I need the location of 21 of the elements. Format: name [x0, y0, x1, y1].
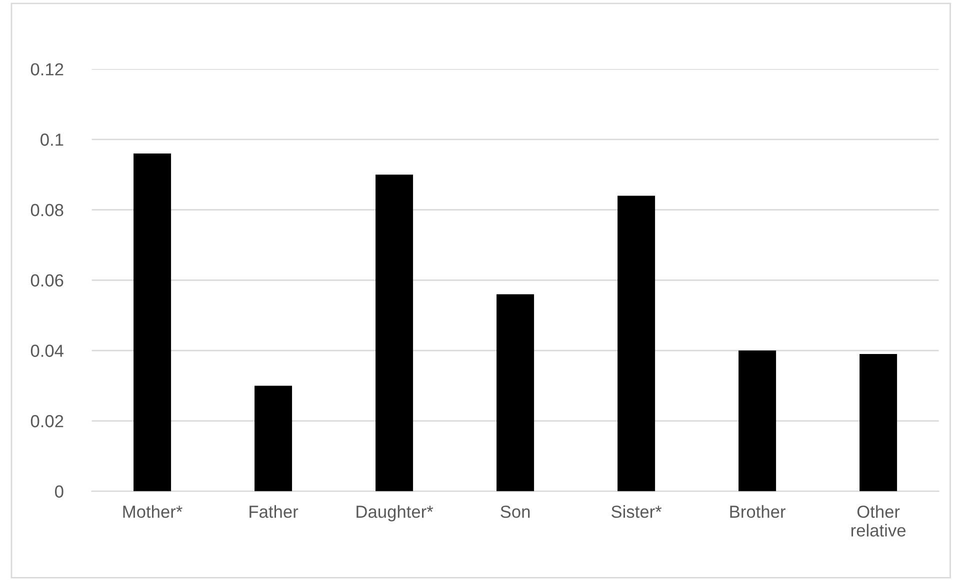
y-tick-label: 0.08: [30, 204, 64, 216]
y-tick-label: 0.06: [30, 274, 64, 287]
x-tick-label: Sister*: [612, 505, 662, 518]
y-tick-label: 0.1: [40, 134, 64, 146]
y-tick-label: 0.02: [30, 415, 64, 428]
bar: [134, 153, 172, 492]
bar: [860, 354, 898, 492]
y-tick-label: 0: [55, 485, 64, 498]
y-tick-label: 0.12: [30, 63, 64, 76]
bar: [618, 196, 656, 492]
x-tick-label: Father: [250, 505, 298, 518]
y-tick-label: 0.04: [30, 344, 64, 357]
x-tick-label: Mother*: [123, 505, 182, 518]
x-tick-label: Daughter*: [356, 505, 434, 522]
bar: [496, 294, 534, 492]
x-tick-label: Brother: [730, 505, 786, 518]
x-tick-label: Other relative: [851, 505, 906, 537]
bar: [254, 386, 292, 492]
bar: [738, 350, 776, 492]
bar: [376, 174, 414, 492]
x-tick-label: Son: [500, 506, 530, 518]
